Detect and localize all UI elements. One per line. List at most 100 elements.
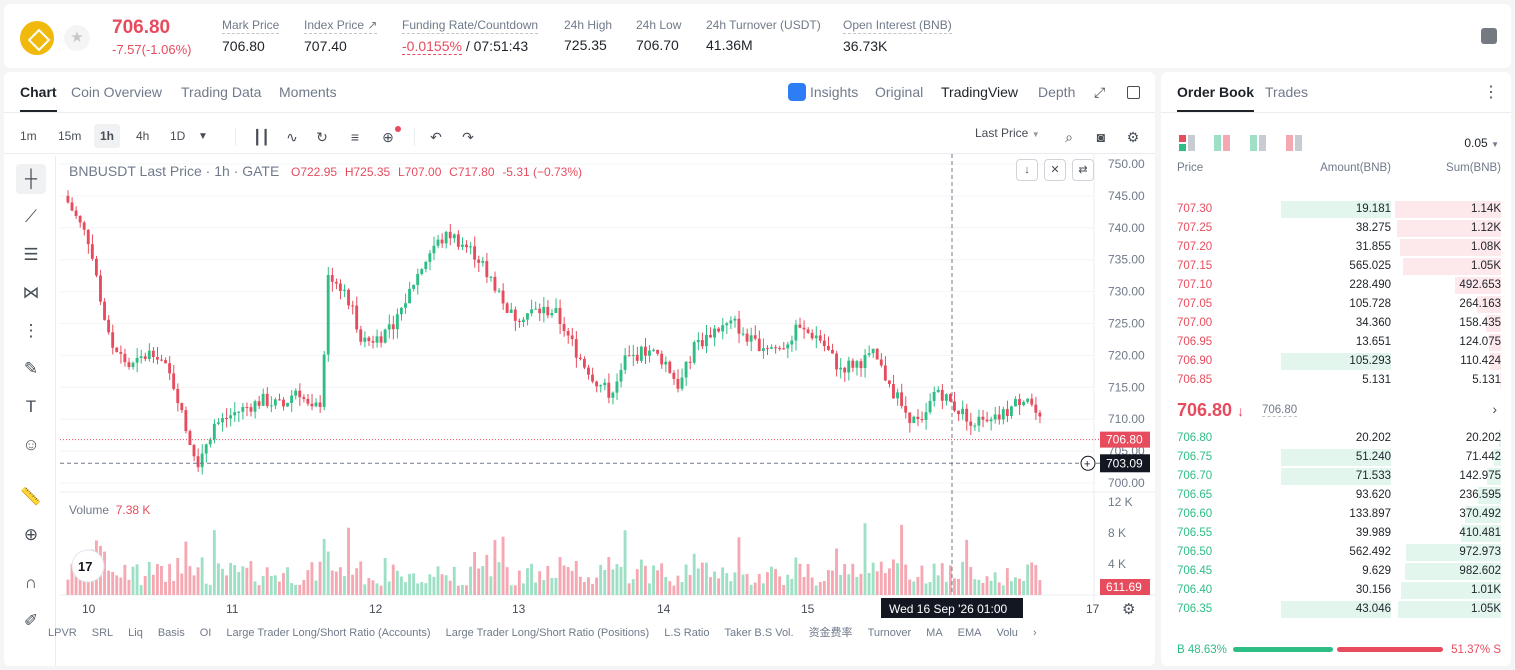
bid-row[interactable]: 706.50 562.492 972.973 xyxy=(1161,543,1511,562)
ask-row[interactable]: 707.10 228.490 492.653 xyxy=(1161,276,1511,295)
stat-open-interest[interactable]: Open Interest (BNB) 36.73K xyxy=(843,18,952,54)
bid-row[interactable]: 706.70 71.533 142.975 xyxy=(1161,467,1511,486)
fib-tool-icon[interactable]: ⋮ xyxy=(22,321,40,340)
template-icon[interactable]: ≡ xyxy=(350,129,360,145)
ask-row[interactable]: 707.30 19.181 1.14K xyxy=(1161,200,1511,219)
indicator-tab[interactable]: Liq xyxy=(128,627,143,639)
tick-size-select[interactable]: 0.05 ▼ xyxy=(1464,136,1499,150)
bid-row[interactable]: 706.75 51.240 71.442 xyxy=(1161,448,1511,467)
indicator-tab[interactable]: OI xyxy=(199,627,212,639)
stat-index-price[interactable]: Index Price ↗ 707.40 xyxy=(304,18,378,54)
indicator-tab[interactable]: SRL xyxy=(91,627,114,639)
timeframe-1h[interactable]: 1h xyxy=(94,124,121,148)
collapse-icon[interactable]: ✕ xyxy=(1044,159,1066,181)
timeframe-15m[interactable]: 15m xyxy=(58,129,82,143)
order-sum: 1.08K xyxy=(1470,241,1501,253)
magnet-tool-icon[interactable]: ∩ xyxy=(24,573,38,592)
crosshair-tool-icon[interactable]: ┼ xyxy=(16,164,46,194)
ask-row[interactable]: 707.00 34.360 158.435 xyxy=(1161,314,1511,333)
candlestick-chart[interactable]: 750.00 745.00 740.00 735.00 730.00 725.00 720.… xyxy=(4,72,1155,666)
zoom-in-tool-icon[interactable]: ⊕ xyxy=(23,525,39,544)
volume-bar xyxy=(595,577,599,595)
bid-row[interactable]: 706.80 20.202 20.202 xyxy=(1161,429,1511,448)
tab-coin-overview[interactable]: Coin Overview xyxy=(71,84,163,100)
pencil-lock-icon[interactable]: ✐ xyxy=(23,611,39,630)
timeframe-1d[interactable]: 1D xyxy=(170,129,186,143)
indicator-tab[interactable]: Turnover xyxy=(867,627,912,639)
sells-view-icon[interactable] xyxy=(1286,135,1302,151)
bids-view-icon[interactable] xyxy=(1214,135,1230,151)
tab-trading-data[interactable]: Trading Data xyxy=(181,84,262,100)
indicator-tab[interactable]: Basis xyxy=(157,627,185,639)
ask-row[interactable]: 707.25 38.275 1.12K xyxy=(1161,219,1511,238)
indicator-tab[interactable]: Large Trader Long/Short Ratio (Positions… xyxy=(445,627,650,639)
trendline-tool-icon[interactable]: ⟋ xyxy=(25,207,37,226)
chevron-right-icon[interactable]: › xyxy=(1492,401,1497,417)
tab-chart[interactable]: Chart xyxy=(20,84,57,113)
indicator-tab[interactable]: Large Trader Long/Short Ratio (Accounts) xyxy=(226,627,431,639)
bid-row[interactable]: 706.45 9.629 982.602 xyxy=(1161,562,1511,581)
indicator-tab[interactable]: Volu xyxy=(996,627,1018,639)
volume-bar xyxy=(875,571,879,595)
price-type-select[interactable]: Last Price ▼ xyxy=(975,126,1040,140)
ask-row[interactable]: 707.15 565.025 1.05K xyxy=(1161,257,1511,276)
bid-row[interactable]: 706.35 43.046 1.05K xyxy=(1161,600,1511,619)
add-indicator-icon[interactable]: ⊕ xyxy=(382,129,394,145)
asks-view-icon[interactable] xyxy=(1250,135,1266,151)
horizontal-lines-tool-icon[interactable]: ☰ xyxy=(23,245,39,264)
refresh-icon[interactable]: ↻ xyxy=(316,129,328,145)
camera-icon[interactable]: ◙ xyxy=(1096,129,1106,145)
brush-tool-icon[interactable]: ✎ xyxy=(23,359,39,378)
pattern-tool-icon[interactable]: ⋈ xyxy=(22,283,40,302)
ruler-tool-icon[interactable]: 📏 xyxy=(20,487,42,506)
ask-row[interactable]: 706.90 105.293 110.424 xyxy=(1161,352,1511,371)
ask-row[interactable]: 707.20 31.855 1.08K xyxy=(1161,238,1511,257)
ask-row[interactable]: 706.85 5.131 5.131 xyxy=(1161,371,1511,390)
tab-original[interactable]: Original xyxy=(875,84,924,100)
search-icon[interactable]: ⌕ xyxy=(1065,129,1073,145)
stat-mark-price[interactable]: Mark Price 706.80 xyxy=(222,18,280,54)
chevron-down-icon[interactable]: ▼ xyxy=(198,131,208,142)
tab-tradingview[interactable]: TradingView xyxy=(941,84,1019,100)
timeframe-4h[interactable]: 4h xyxy=(136,129,150,143)
favorite-star-icon[interactable]: ★ xyxy=(64,25,90,51)
volume-bar xyxy=(395,570,399,595)
stat-funding-rate[interactable]: Funding Rate/Countdown -0.0155% / 07:51:… xyxy=(402,18,539,55)
ask-row[interactable]: 706.95 13.651 124.075 xyxy=(1161,333,1511,352)
tab-trades[interactable]: Trades xyxy=(1265,84,1309,100)
both-sides-view-icon[interactable] xyxy=(1179,135,1195,151)
indicator-tab[interactable]: EMA xyxy=(957,627,982,639)
indicators-icon[interactable]: ∿ xyxy=(286,129,298,145)
indicator-tab[interactable]: MA xyxy=(926,627,943,639)
ask-row[interactable]: 707.05 105.728 264.163 xyxy=(1161,295,1511,314)
tab-depth[interactable]: Depth xyxy=(1038,84,1076,100)
depth-bar xyxy=(1486,315,1501,332)
more-icon[interactable]: ⋮ xyxy=(1483,84,1499,101)
text-tool-icon[interactable]: T xyxy=(25,397,37,416)
bid-row[interactable]: 706.65 93.620 236.595 xyxy=(1161,486,1511,505)
book-icon[interactable] xyxy=(1481,28,1497,44)
arrow-down-icon[interactable]: ↓ xyxy=(1016,159,1038,181)
bid-row[interactable]: 706.55 39.989 410.481 xyxy=(1161,524,1511,543)
drawing-tools: ┼ ⟋ ☰ ⋈ ⋮ ✎ T ☺ 📏 ⊕ ∩ ✐ xyxy=(4,156,56,666)
undo-icon[interactable]: ↶ xyxy=(430,129,442,145)
redo-icon[interactable]: ↷ xyxy=(462,129,474,145)
candle-type-icon[interactable]: ┃┃ xyxy=(253,129,270,145)
indicator-tab[interactable]: L.S Ratio xyxy=(664,627,710,639)
indicator-tab[interactable]: LPVR xyxy=(48,627,77,639)
volume-bar xyxy=(371,580,375,595)
bid-row[interactable]: 706.40 30.156 1.01K xyxy=(1161,581,1511,600)
indicator-tab[interactable]: 资金费率 xyxy=(808,627,853,639)
expand-icon[interactable]: ⤢ xyxy=(1094,84,1106,100)
emoji-tool-icon[interactable]: ☺ xyxy=(22,435,40,454)
tab-order-book[interactable]: Order Book xyxy=(1177,84,1255,113)
window-icon[interactable] xyxy=(1127,86,1140,99)
bid-row[interactable]: 706.60 133.897 370.492 xyxy=(1161,505,1511,524)
timeframe-1m[interactable]: 1m xyxy=(20,129,37,143)
tab-moments[interactable]: Moments xyxy=(279,84,337,100)
indicator-tab[interactable]: Taker B.S Vol. xyxy=(724,627,794,639)
gear-icon[interactable]: ⚙ xyxy=(1126,129,1140,145)
chevron-right-icon[interactable]: › xyxy=(1032,627,1037,639)
tab-insights[interactable]: Insights xyxy=(810,84,859,100)
sync-icon[interactable]: ⇄ xyxy=(1072,159,1094,181)
